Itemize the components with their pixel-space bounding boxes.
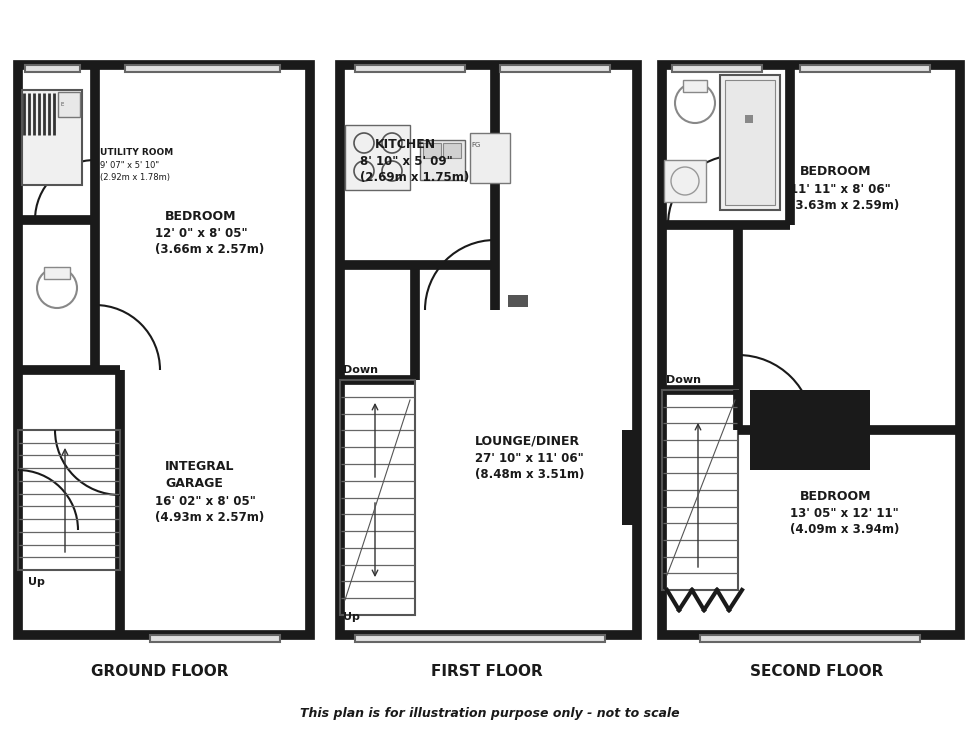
Bar (720, 75, 780, 210)
Bar (58, 92, 80, 117)
Bar (423, 143, 441, 158)
Bar (22, 90, 82, 185)
Text: INTEGRAL: INTEGRAL (165, 460, 234, 473)
Bar (672, 65, 762, 72)
Text: E: E (60, 102, 64, 107)
Text: GROUND FLOOR: GROUND FLOOR (91, 664, 228, 680)
Bar (18, 430, 120, 570)
Bar (664, 160, 706, 202)
Text: SECOND FLOOR: SECOND FLOOR (751, 664, 884, 680)
Bar (355, 635, 605, 642)
Bar (355, 635, 605, 642)
Text: 16' 02" x 8' 05": 16' 02" x 8' 05" (155, 495, 256, 508)
Bar (700, 635, 920, 642)
Bar (662, 390, 738, 590)
Text: GARAGE: GARAGE (165, 477, 222, 490)
Text: (4.93m x 2.57m): (4.93m x 2.57m) (155, 511, 265, 524)
Bar (672, 65, 762, 72)
Bar (700, 635, 920, 642)
Text: This plan is for illustration purpose only - not to scale: This plan is for illustration purpose on… (300, 708, 680, 720)
Text: (2.69m x 1.75m): (2.69m x 1.75m) (360, 171, 469, 184)
Text: (3.66m x 2.57m): (3.66m x 2.57m) (155, 243, 265, 256)
Bar (150, 635, 280, 642)
Bar (25, 65, 80, 72)
Bar (340, 380, 415, 615)
Bar (345, 125, 410, 190)
Text: (2.92m x 1.78m): (2.92m x 1.78m) (100, 173, 170, 182)
Bar (800, 65, 930, 72)
Bar (25, 65, 80, 72)
Bar (125, 65, 280, 72)
Bar (443, 143, 461, 158)
Bar (800, 65, 930, 72)
Text: BEDROOM: BEDROOM (800, 490, 871, 503)
Text: Down: Down (666, 375, 701, 385)
Bar (420, 140, 465, 180)
Text: (8.48m x 3.51m): (8.48m x 3.51m) (475, 468, 584, 481)
Bar (745, 115, 753, 123)
Bar (44, 267, 70, 279)
Text: 11' 11" x 8' 06": 11' 11" x 8' 06" (790, 183, 891, 196)
Text: BEDROOM: BEDROOM (800, 165, 871, 178)
Bar (340, 65, 637, 635)
Bar (500, 65, 610, 72)
Text: Up: Up (343, 612, 360, 622)
Bar (500, 65, 610, 72)
Bar (150, 635, 280, 642)
Text: 8' 10" x 5' 09": 8' 10" x 5' 09" (360, 155, 453, 168)
Bar (662, 65, 960, 635)
Text: 27' 10" x 11' 06": 27' 10" x 11' 06" (475, 452, 584, 465)
Text: UTILITY ROOM: UTILITY ROOM (100, 148, 173, 157)
Bar (622, 430, 637, 525)
Bar (355, 65, 465, 72)
Bar (355, 65, 465, 72)
Bar (725, 80, 775, 205)
Text: Down: Down (343, 365, 378, 375)
Bar (125, 65, 280, 72)
Bar (470, 133, 510, 183)
Text: BEDROOM: BEDROOM (165, 210, 236, 223)
Text: (3.63m x 2.59m): (3.63m x 2.59m) (790, 199, 900, 212)
Text: LOUNGE/DINER: LOUNGE/DINER (475, 435, 580, 448)
Bar (683, 80, 707, 92)
Text: FIRST FLOOR: FIRST FLOOR (431, 664, 543, 680)
Text: 12' 0" x 8' 05": 12' 0" x 8' 05" (155, 227, 248, 240)
Text: 9' 07" x 5' 10": 9' 07" x 5' 10" (100, 161, 159, 170)
Bar (750, 390, 870, 470)
Text: 13' 05" x 12' 11": 13' 05" x 12' 11" (790, 507, 899, 520)
Text: (4.09m x 3.94m): (4.09m x 3.94m) (790, 523, 900, 536)
Text: Up: Up (28, 577, 45, 587)
Bar (508, 295, 528, 307)
Bar (18, 65, 310, 635)
Text: KITCHEN: KITCHEN (375, 138, 436, 151)
Text: FG: FG (471, 142, 480, 148)
